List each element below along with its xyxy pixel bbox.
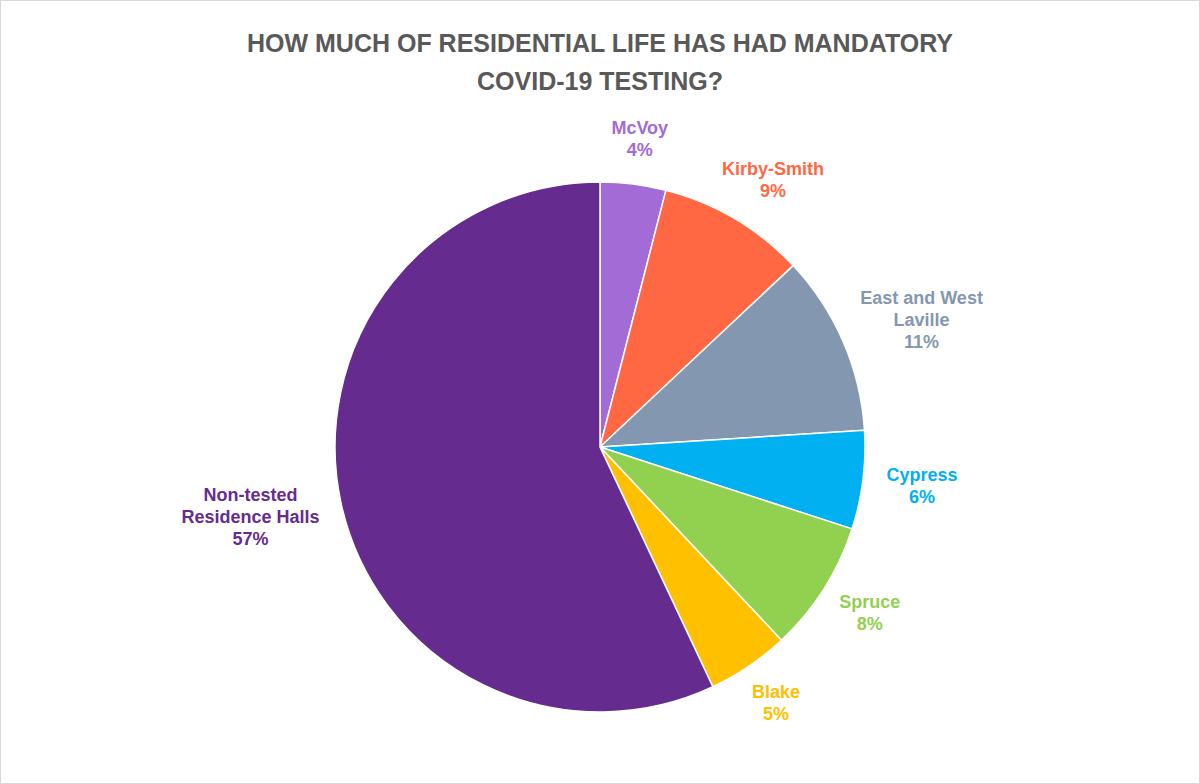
slice-category-line: Cypress: [886, 465, 957, 485]
slice-category-label: Non-testedResidence Halls: [182, 485, 320, 527]
slice-category-line: Residence Halls: [182, 507, 320, 527]
slice-label: Cypress6%: [886, 465, 957, 507]
chart-title-line: HOW MUCH OF RESIDENTIAL LIFE HAS HAD MAN…: [247, 29, 953, 57]
slice-category-line: McVoy: [611, 118, 668, 138]
chart-title: HOW MUCH OF RESIDENTIAL LIFE HAS HAD MAN…: [247, 29, 953, 95]
slice-category-label: McVoy: [611, 118, 668, 138]
slice-value-label: 9%: [760, 181, 786, 201]
slice-category-line: East and West: [860, 288, 983, 308]
chart-svg: HOW MUCH OF RESIDENTIAL LIFE HAS HAD MAN…: [0, 0, 1200, 784]
slice-category-label: Spruce: [839, 592, 900, 612]
pie-group: McVoy4% Kirby-Smith9% East and WestLaville…: [182, 118, 983, 724]
slice-category-line: Blake: [752, 682, 800, 702]
pie-slice: [335, 182, 713, 712]
slice-label: East and WestLaville11%: [860, 288, 983, 352]
slice-category-label: East and WestLaville: [860, 288, 983, 330]
slice-label: Blake5%: [752, 682, 800, 724]
slice-label: McVoy4%: [611, 118, 668, 160]
pie-slice: [600, 266, 864, 447]
slice-category-line: Spruce: [839, 592, 900, 612]
slice-value-label: 5%: [763, 704, 789, 724]
slice-label: Spruce8%: [839, 592, 900, 634]
slice-value-label: 57%: [233, 529, 269, 549]
chart-background: [1, 1, 1200, 784]
slice-value-label: 8%: [857, 614, 883, 634]
slice-label: Non-testedResidence Halls57%: [182, 485, 320, 549]
chart-container: HOW MUCH OF RESIDENTIAL LIFE HAS HAD MAN…: [0, 0, 1200, 784]
slice-category-line: Laville: [894, 310, 950, 330]
chart-title-line: COVID-19 TESTING?: [477, 67, 723, 95]
pie-labels: McVoy4% Kirby-Smith9% East and WestLaville…: [182, 118, 983, 724]
pie-slices-inner: [335, 182, 865, 712]
slice-value-label: 11%: [904, 332, 939, 352]
slice-value-label: 6%: [909, 487, 935, 507]
slice-category-label: Kirby-Smith: [722, 159, 824, 179]
slice-category-label: Cypress: [886, 465, 957, 485]
pie-slices: [335, 182, 865, 712]
slice-category-line: Kirby-Smith: [722, 159, 824, 179]
slice-category-line: Non-tested: [204, 485, 298, 505]
slice-label: Kirby-Smith9%: [722, 159, 824, 201]
slice-value-label: 4%: [627, 140, 653, 160]
slice-category-label: Blake: [752, 682, 800, 702]
